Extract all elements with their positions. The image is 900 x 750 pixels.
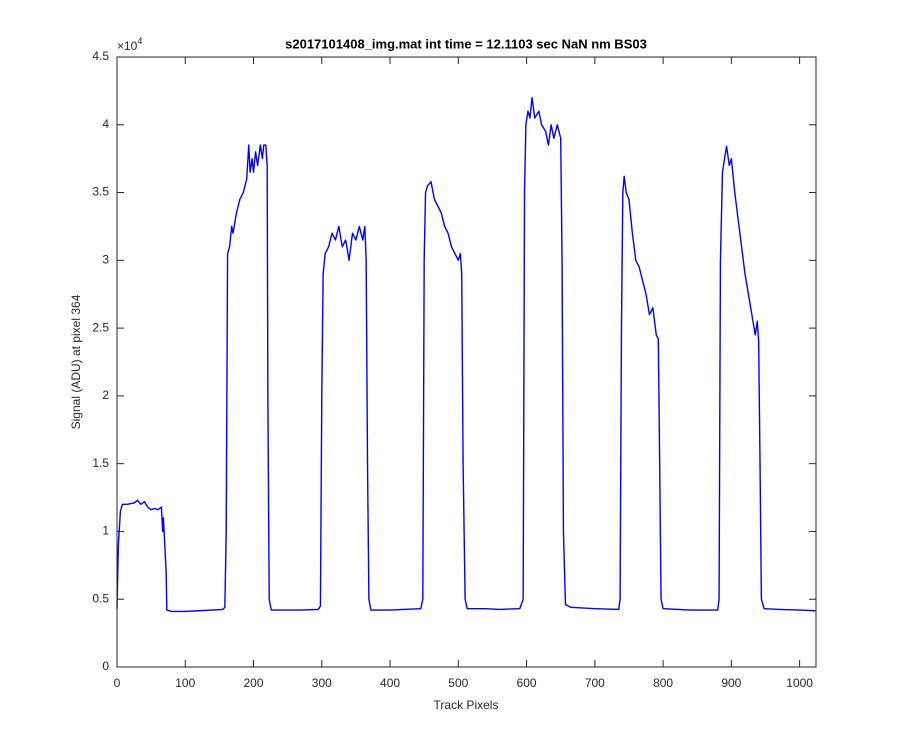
y-tick-label: 1.5 xyxy=(92,456,109,470)
x-tick-label: 800 xyxy=(653,676,673,690)
y-multiplier: ×104 xyxy=(117,36,142,53)
y-tick-label: 0.5 xyxy=(92,591,109,605)
y-tick-label: 2 xyxy=(102,388,109,402)
x-tick-label: 400 xyxy=(380,676,400,690)
axes-box xyxy=(116,56,817,668)
y-tick-label: 2.5 xyxy=(92,320,109,334)
x-tick-label: 500 xyxy=(448,676,468,690)
x-tick-label: 1000 xyxy=(786,676,813,690)
x-axis-label: Track Pixels xyxy=(434,698,499,712)
x-tick-label: 200 xyxy=(244,676,264,690)
y-tick-label: 3.5 xyxy=(92,185,109,199)
y-tick-label: 0 xyxy=(102,659,109,673)
x-tick-label: 0 xyxy=(114,676,121,690)
x-tick-label: 700 xyxy=(585,676,605,690)
y-tick-label: 1 xyxy=(102,524,109,538)
chart-title: s2017101408_img.mat int time = 12.1103 s… xyxy=(285,36,647,51)
x-tick-label: 900 xyxy=(721,676,741,690)
x-tick-label: 600 xyxy=(517,676,537,690)
data-line xyxy=(116,96,816,613)
y-tick-label: 3 xyxy=(102,253,109,267)
y-multiplier-exponent: 4 xyxy=(137,36,142,46)
y-multiplier-base: ×10 xyxy=(117,39,138,53)
x-tick-label: 100 xyxy=(175,676,195,690)
y-tick-label: 4 xyxy=(102,117,109,131)
y-axis-label: Signal (ADU) at pixel 364 xyxy=(69,294,83,429)
x-tick-label: 300 xyxy=(312,676,332,690)
y-tick-label: 4.5 xyxy=(92,49,109,63)
